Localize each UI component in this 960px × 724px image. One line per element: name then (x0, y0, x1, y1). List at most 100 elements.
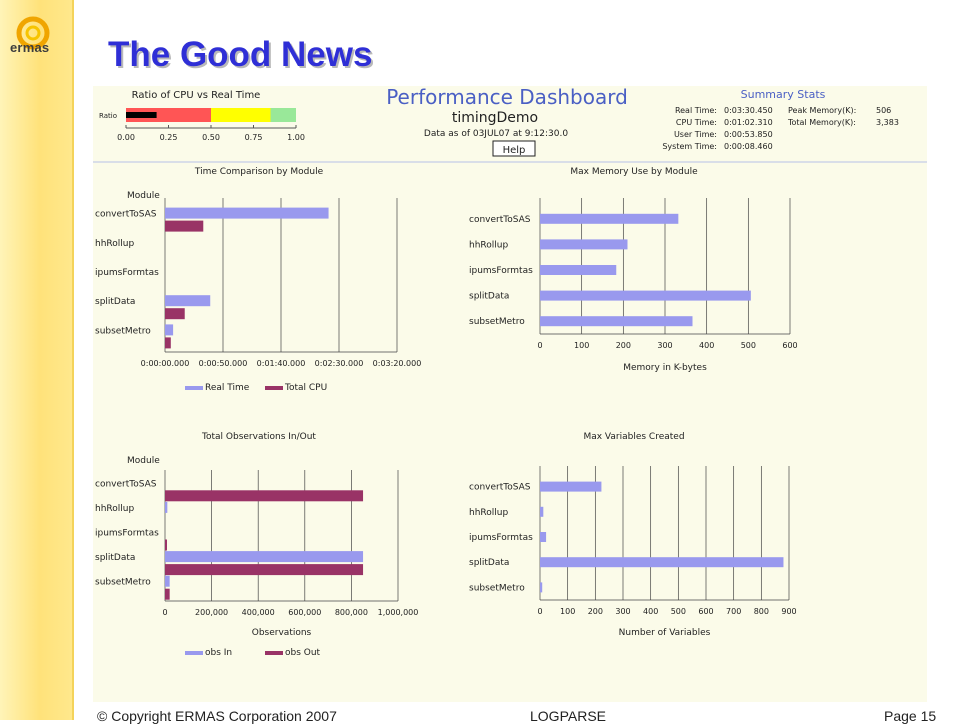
category-label: splitData (469, 292, 509, 302)
category-label: ipumsFormtas (95, 268, 159, 278)
bar (165, 220, 204, 232)
summary-label-system-time: System Time: (662, 142, 717, 151)
footer-copyright: © Copyright ERMAS Corporation 2007 (97, 708, 337, 724)
chart-title: Max Memory Use by Module (570, 167, 698, 177)
bar (165, 324, 174, 336)
x-tick-label: 400 (699, 341, 714, 350)
x-tick-label: 800,000 (335, 608, 368, 617)
x-tick-label: 0 (537, 341, 542, 350)
bar (165, 588, 170, 600)
data-date: Data as of 03JUL07 at 9:12:30.0 (424, 129, 568, 139)
category-label: convertToSAS (95, 479, 157, 489)
x-tick-label: 200 (616, 341, 631, 350)
legend-swatch (185, 651, 203, 655)
bar (165, 295, 211, 307)
legend-label: obs Out (285, 648, 321, 658)
summary-label-real-time: Real Time: (675, 106, 717, 115)
x-tick-label: 0:03:20.000 (373, 359, 422, 368)
x-tick-label: 700 (726, 607, 741, 616)
ratio-tick-label: 0.25 (160, 133, 178, 142)
chart-total-observations-in-out: Total Observations In/Out Module 0 200,000 4… (95, 432, 418, 658)
chart-time-comparison-by-module: Time Comparison by Module Module 0:00:00.0… (95, 167, 421, 393)
bar (540, 213, 679, 224)
dashboard-canvas: Ratio of CPU vs Real Time Ratio 0.00 0.25… (93, 85, 927, 658)
summary-label-total-memory: Total Memory(K): (787, 118, 856, 127)
legend-label: Total CPU (284, 383, 327, 393)
ratio-axis: 0.00 0.25 0.50 0.75 1.00 (117, 125, 305, 142)
ratio-tick-label: 0.50 (202, 133, 220, 142)
bar (165, 575, 170, 587)
x-tick-label: 500 (741, 341, 756, 350)
category-axis-title: Module (127, 191, 160, 201)
summary-value-system-time: 0:00:08.460 (724, 142, 773, 151)
chart-title: Max Variables Created (583, 432, 684, 442)
bar (540, 239, 628, 250)
bar (540, 506, 544, 517)
category-label: splitData (95, 297, 135, 307)
legend-swatch (265, 386, 283, 390)
chart-title: Total Observations In/Out (201, 432, 316, 442)
ratio-tick-label: 0.75 (245, 133, 263, 142)
summary-right: Peak Memory(K): 506 Total Memory(K): 3,3… (787, 106, 899, 127)
ermas-logo-icon (16, 16, 50, 50)
category-label: ipumsFormtas (95, 529, 159, 539)
x-tick-label: 200,000 (195, 608, 228, 617)
summary-value-total-memory: 3,383 (876, 118, 899, 127)
x-tick-label: 0 (162, 608, 167, 617)
bar (165, 539, 167, 551)
summary-value-real-time: 0:03:30.450 (724, 106, 773, 115)
category-label: convertToSAS (469, 483, 531, 493)
category-label: convertToSAS (469, 215, 531, 225)
x-axis-title: Memory in K-bytes (623, 363, 707, 373)
ratio-tick-label: 0.00 (117, 133, 135, 142)
bar (540, 265, 617, 275)
x-tick-label: 0:00:50.000 (199, 359, 248, 368)
job-name: timingDemo (452, 110, 538, 126)
footer-product: LOGPARSE (530, 708, 606, 724)
bar (165, 490, 364, 502)
summary-value-cpu-time: 0:01:02.310 (724, 118, 773, 127)
bar (540, 481, 602, 492)
x-tick-label: 1,000,000 (378, 608, 419, 617)
help-button[interactable] (492, 140, 536, 157)
bar (165, 207, 329, 219)
logo-text: ermas (10, 40, 50, 55)
summary-value-user-time: 0:00:53.850 (724, 130, 773, 139)
x-axis-title: Number of Variables (619, 628, 711, 638)
ratio-band-1 (211, 108, 271, 122)
category-label: subsetMetro (469, 317, 525, 327)
ratio-gauge (126, 108, 296, 122)
x-tick-label: 0 (537, 607, 542, 616)
category-label: hhRollup (469, 508, 508, 518)
x-tick-label: 0:02:30.000 (315, 359, 364, 368)
bar (540, 557, 784, 568)
x-tick-label: 600,000 (288, 608, 321, 617)
chart-max-variables-created: Max Variables Created 0 100 200 300 400 500 600… (469, 432, 797, 638)
ratio-title: Ratio of CPU vs Real Time (132, 90, 261, 101)
slide-title: The Good News (108, 35, 373, 74)
summary-label-cpu-time: CPU Time: (676, 118, 717, 127)
ratio-band-2 (270, 108, 296, 122)
category-label: splitData (95, 553, 135, 563)
category-label: splitData (469, 558, 509, 568)
category-label: convertToSAS (95, 210, 157, 220)
x-tick-label: 500 (671, 607, 686, 616)
bar (165, 564, 364, 576)
dashboard-title: Performance Dashboard (386, 86, 628, 109)
bar (540, 290, 751, 301)
charts-area: Time Comparison by Module Module 0:00:00.0… (95, 167, 798, 658)
x-tick-label: 400 (643, 607, 658, 616)
x-axis-title: Observations (252, 628, 312, 638)
category-axis-title: Module (127, 456, 160, 466)
ratio-band-0 (126, 108, 211, 122)
bar (165, 501, 168, 513)
x-tick-label: 0:00:00.000 (141, 359, 190, 368)
help-button-label[interactable]: Help (503, 145, 526, 156)
x-tick-label: 100 (560, 607, 575, 616)
category-label: ipumsFormtas (469, 533, 533, 543)
legend-swatch (265, 651, 283, 655)
x-tick-label: 900 (781, 607, 796, 616)
sidebar-strip: ermas (0, 0, 74, 720)
x-tick-label: 600 (782, 341, 797, 350)
bar (540, 316, 693, 327)
